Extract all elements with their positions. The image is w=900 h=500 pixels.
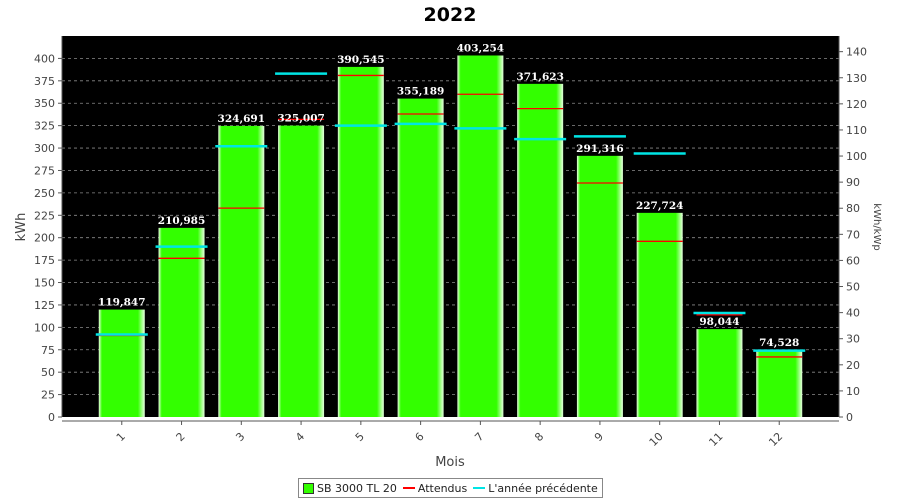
y2-tick-label: 70 (846, 228, 860, 241)
y2-tick-label: 90 (846, 176, 860, 189)
y-tick-label: 150 (34, 277, 55, 290)
y-tick-label: 0 (48, 411, 55, 424)
y2-tick-label: 80 (846, 202, 860, 215)
bar (98, 309, 145, 417)
bar (517, 83, 564, 417)
bars (98, 55, 803, 418)
y-tick-label: 275 (34, 164, 55, 177)
data-label: 291,316 (576, 143, 624, 155)
x-tick-label: 2 (174, 430, 188, 444)
bar (636, 212, 683, 417)
y2-axis-ticks: 0 10 20 30 40 50 60 70 80 90 100 110 120 130 140 (839, 46, 867, 424)
y-tick-label: 50 (41, 366, 55, 379)
x-tick-label: 3 (233, 430, 247, 444)
data-label: 324,691 (218, 113, 266, 125)
x-axis-label: Mois (435, 455, 465, 470)
data-label: 403,254 (457, 42, 505, 54)
y-tick-label: 375 (34, 75, 55, 88)
bar (397, 98, 444, 418)
legend: SB 3000 TL 20 Attendus L'année précédent… (298, 478, 603, 498)
legend-swatch-expected (402, 487, 415, 489)
data-label: 74,528 (759, 337, 799, 349)
axes (61, 36, 840, 422)
bar (457, 55, 504, 417)
y2-tick-label: 130 (846, 72, 867, 85)
y-tick-label: 400 (34, 52, 55, 65)
x-tick-label: 7 (472, 430, 486, 444)
y2-tick-label: 40 (846, 307, 860, 320)
legend-label-expected: Attendus (417, 481, 468, 495)
markers (95, 72, 806, 358)
x-tick-label: 5 (353, 430, 367, 444)
data-label: 98,044 (699, 316, 739, 328)
legend-item-production: SB 3000 TL 20 (303, 482, 397, 495)
data-label: 210,985 (158, 215, 206, 227)
y-tick-label: 325 (34, 120, 55, 133)
x-tick-label: 9 (592, 430, 606, 444)
y-axis-label: kWh (14, 213, 29, 242)
legend-swatch-previous-year (473, 487, 486, 489)
legend-swatch-production (303, 482, 314, 494)
x-tick-label: 1 (114, 430, 128, 444)
legend-label-previous-year: L'année précédente (488, 481, 598, 495)
y-tick-label: 200 (34, 232, 55, 245)
legend-item-previous-year: L'année précédente (473, 482, 598, 495)
x-tick-label: 10 (647, 430, 666, 449)
x-tick-label: 12 (766, 430, 785, 449)
y-tick-label: 125 (34, 299, 55, 312)
bar (158, 227, 205, 417)
y-tick-label: 25 (41, 389, 55, 402)
bar (337, 66, 384, 418)
y-tick-label: 250 (34, 187, 55, 200)
y2-tick-label: 10 (846, 385, 860, 398)
y-tick-label: 225 (34, 209, 55, 222)
y-tick-label: 100 (34, 321, 55, 334)
y2-tick-label: 60 (846, 254, 860, 267)
data-label: 119,847 (98, 297, 146, 309)
x-axis-ticks: 1 2 3 4 5 6 7 8 9 10 11 12 (114, 421, 785, 449)
bar (756, 350, 803, 417)
x-tick-label: 8 (532, 430, 546, 444)
y-tick-label: 75 (41, 344, 55, 357)
y2-tick-label: 30 (846, 333, 860, 346)
y2-tick-label: 110 (846, 124, 867, 137)
y2-tick-label: 120 (846, 98, 867, 111)
bar (278, 125, 325, 418)
data-label: 390,545 (337, 54, 385, 66)
y-tick-label: 175 (34, 254, 55, 267)
y2-tick-label: 100 (846, 150, 867, 163)
y2-tick-label: 0 (846, 411, 853, 424)
y-axis-ticks: 0 25 50 75 100 125 150 175 200 225 250 275 300 325 350… (34, 52, 62, 424)
bar (218, 125, 265, 417)
bar (696, 329, 743, 417)
data-label: 325,007 (277, 113, 325, 125)
legend-item-expected: Attendus (402, 481, 468, 495)
y2-tick-label: 20 (846, 359, 860, 372)
y2-axis-label: kWh/kWp (871, 203, 882, 250)
legend-label-production: SB 3000 TL 20 (317, 481, 397, 495)
y2-tick-label: 50 (846, 281, 860, 294)
y2-tick-label: 140 (846, 46, 867, 59)
x-tick-label: 6 (413, 430, 427, 444)
data-labels: 119,847 210,985 324,691 325,007 390,545 355,1… (98, 42, 799, 349)
chart-title: 2022 (424, 4, 477, 26)
data-label: 371,623 (516, 71, 564, 83)
x-tick-label: 11 (706, 430, 725, 449)
data-label: 227,724 (636, 200, 684, 212)
y-tick-label: 350 (34, 97, 55, 110)
x-tick-label: 4 (293, 430, 307, 444)
y-tick-label: 300 (34, 142, 55, 155)
data-label: 355,189 (397, 86, 445, 98)
bar-chart: 2022 119,847 210,985 324,691 325,007 390,545… (14, 4, 882, 470)
bar (576, 155, 623, 417)
